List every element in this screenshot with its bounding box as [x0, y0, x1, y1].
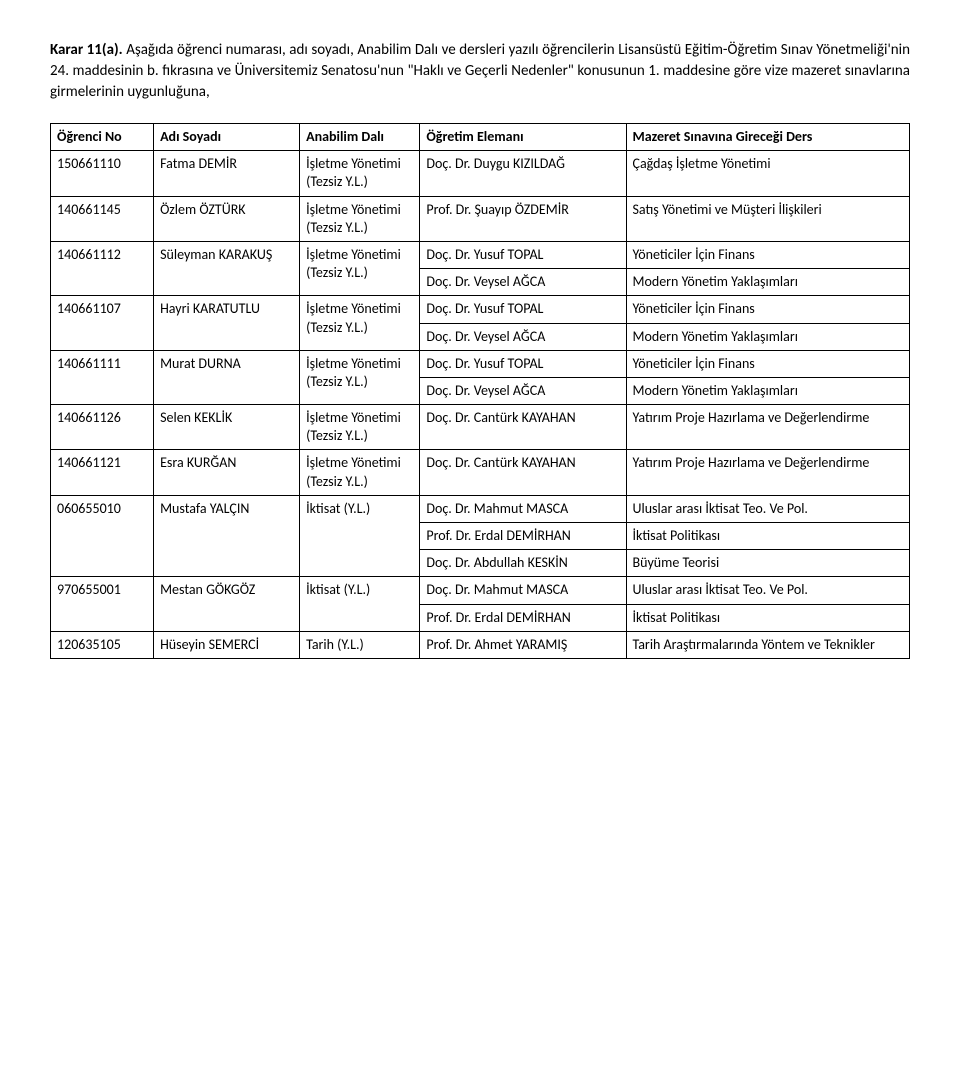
cell-instructor: Doç. Dr. Yusuf TOPAL — [420, 350, 626, 377]
table-row: 140661126Selen KEKLİKİşletme Yönetimi (T… — [51, 405, 910, 450]
cell-instructor: Prof. Dr. Erdal DEMİRHAN — [420, 523, 626, 550]
table-header-row: Öğrenci No Adı Soyadı Anabilim Dalı Öğre… — [51, 124, 910, 151]
cell-instructor: Doç. Dr. Cantürk KAYAHAN — [420, 450, 626, 495]
cell-instructor: Doç. Dr. Veysel AĞCA — [420, 269, 626, 296]
cell-student-name: Hüseyin SEMERCİ — [154, 631, 300, 658]
header-name: Adı Soyadı — [154, 124, 300, 151]
header-instructor: Öğretim Elemanı — [420, 124, 626, 151]
header-no: Öğrenci No — [51, 124, 154, 151]
cell-instructor: Doç. Dr. Veysel AĞCA — [420, 377, 626, 404]
cell-department: İşletme Yönetimi (Tezsiz Y.L.) — [300, 296, 420, 350]
cell-instructor: Prof. Dr. Şuayıp ÖZDEMİR — [420, 196, 626, 241]
cell-instructor: Doç. Dr. Veysel AĞCA — [420, 323, 626, 350]
cell-student-name: Murat DURNA — [154, 350, 300, 404]
cell-student-name: Süleyman KARAKUŞ — [154, 241, 300, 295]
cell-student-no: 140661112 — [51, 241, 154, 295]
cell-student-no: 150661110 — [51, 151, 154, 196]
cell-department: İşletme Yönetimi (Tezsiz Y.L.) — [300, 350, 420, 404]
table-row: 140661107Hayri KARATUTLUİşletme Yönetimi… — [51, 296, 910, 323]
cell-course: Yatırım Proje Hazırlama ve Değerlendirme — [626, 405, 910, 450]
cell-course: Modern Yönetim Yaklaşımları — [626, 377, 910, 404]
cell-course: Büyüme Teorisi — [626, 550, 910, 577]
cell-instructor: Doç. Dr. Cantürk KAYAHAN — [420, 405, 626, 450]
cell-course: Modern Yönetim Yaklaşımları — [626, 269, 910, 296]
cell-student-no: 140661145 — [51, 196, 154, 241]
cell-department: İşletme Yönetimi (Tezsiz Y.L.) — [300, 241, 420, 295]
cell-student-no: 060655010 — [51, 495, 154, 577]
intro-paragraph: Karar 11(a). Aşağıda öğrenci numarası, a… — [50, 40, 910, 103]
cell-department: İktisat (Y.L.) — [300, 577, 420, 631]
cell-instructor: Doç. Dr. Mahmut MASCA — [420, 495, 626, 522]
table-row: 140661145Özlem ÖZTÜRKİşletme Yönetimi (T… — [51, 196, 910, 241]
cell-course: Uluslar arası İktisat Teo. Ve Pol. — [626, 577, 910, 604]
cell-student-no: 140661107 — [51, 296, 154, 350]
intro-text: Aşağıda öğrenci numarası, adı soyadı, An… — [50, 41, 910, 101]
cell-department: İşletme Yönetimi (Tezsiz Y.L.) — [300, 196, 420, 241]
cell-course: Çağdaş İşletme Yönetimi — [626, 151, 910, 196]
table-row: 970655001Mestan GÖKGÖZİktisat (Y.L.)Doç.… — [51, 577, 910, 604]
cell-department: Tarih (Y.L.) — [300, 631, 420, 658]
header-dept: Anabilim Dalı — [300, 124, 420, 151]
table-row: 140661111Murat DURNAİşletme Yönetimi (Te… — [51, 350, 910, 377]
cell-course: Yöneticiler İçin Finans — [626, 241, 910, 268]
cell-course: İktisat Politikası — [626, 604, 910, 631]
table-row: 140661121Esra KURĞANİşletme Yönetimi (Te… — [51, 450, 910, 495]
cell-student-name: Mestan GÖKGÖZ — [154, 577, 300, 631]
table-row: 060655010Mustafa YALÇINİktisat (Y.L.)Doç… — [51, 495, 910, 522]
cell-course: Uluslar arası İktisat Teo. Ve Pol. — [626, 495, 910, 522]
cell-student-name: Özlem ÖZTÜRK — [154, 196, 300, 241]
cell-instructor: Doç. Dr. Abdullah KESKİN — [420, 550, 626, 577]
cell-course: Modern Yönetim Yaklaşımları — [626, 323, 910, 350]
cell-course: İktisat Politikası — [626, 523, 910, 550]
cell-instructor: Doç. Dr. Yusuf TOPAL — [420, 241, 626, 268]
cell-course: Yatırım Proje Hazırlama ve Değerlendirme — [626, 450, 910, 495]
header-course: Mazeret Sınavına Gireceği Ders — [626, 124, 910, 151]
cell-department: İşletme Yönetimi (Tezsiz Y.L.) — [300, 405, 420, 450]
table-row: 150661110Fatma DEMİRİşletme Yönetimi (Te… — [51, 151, 910, 196]
cell-instructor: Doç. Dr. Yusuf TOPAL — [420, 296, 626, 323]
table-row: 120635105Hüseyin SEMERCİTarih (Y.L.)Prof… — [51, 631, 910, 658]
cell-instructor: Doç. Dr. Duygu KIZILDAĞ — [420, 151, 626, 196]
cell-student-name: Esra KURĞAN — [154, 450, 300, 495]
cell-instructor: Prof. Dr. Erdal DEMİRHAN — [420, 604, 626, 631]
cell-course: Satış Yönetimi ve Müşteri İlişkileri — [626, 196, 910, 241]
cell-student-no: 140661121 — [51, 450, 154, 495]
students-table: Öğrenci No Adı Soyadı Anabilim Dalı Öğre… — [50, 123, 910, 659]
cell-course: Yöneticiler İçin Finans — [626, 296, 910, 323]
table-row: 140661112Süleyman KARAKUŞİşletme Yönetim… — [51, 241, 910, 268]
cell-department: İktisat (Y.L.) — [300, 495, 420, 577]
cell-course: Yöneticiler İçin Finans — [626, 350, 910, 377]
cell-course: Tarih Araştırmalarında Yöntem ve Teknikl… — [626, 631, 910, 658]
cell-student-no: 140661126 — [51, 405, 154, 450]
cell-student-name: Fatma DEMİR — [154, 151, 300, 196]
cell-student-no: 970655001 — [51, 577, 154, 631]
cell-instructor: Prof. Dr. Ahmet YARAMIŞ — [420, 631, 626, 658]
cell-department: İşletme Yönetimi (Tezsiz Y.L.) — [300, 151, 420, 196]
cell-department: İşletme Yönetimi (Tezsiz Y.L.) — [300, 450, 420, 495]
cell-student-no: 120635105 — [51, 631, 154, 658]
cell-student-no: 140661111 — [51, 350, 154, 404]
cell-instructor: Doç. Dr. Mahmut MASCA — [420, 577, 626, 604]
cell-student-name: Mustafa YALÇIN — [154, 495, 300, 577]
cell-student-name: Selen KEKLİK — [154, 405, 300, 450]
intro-heading: Karar 11(a). — [50, 41, 123, 59]
cell-student-name: Hayri KARATUTLU — [154, 296, 300, 350]
